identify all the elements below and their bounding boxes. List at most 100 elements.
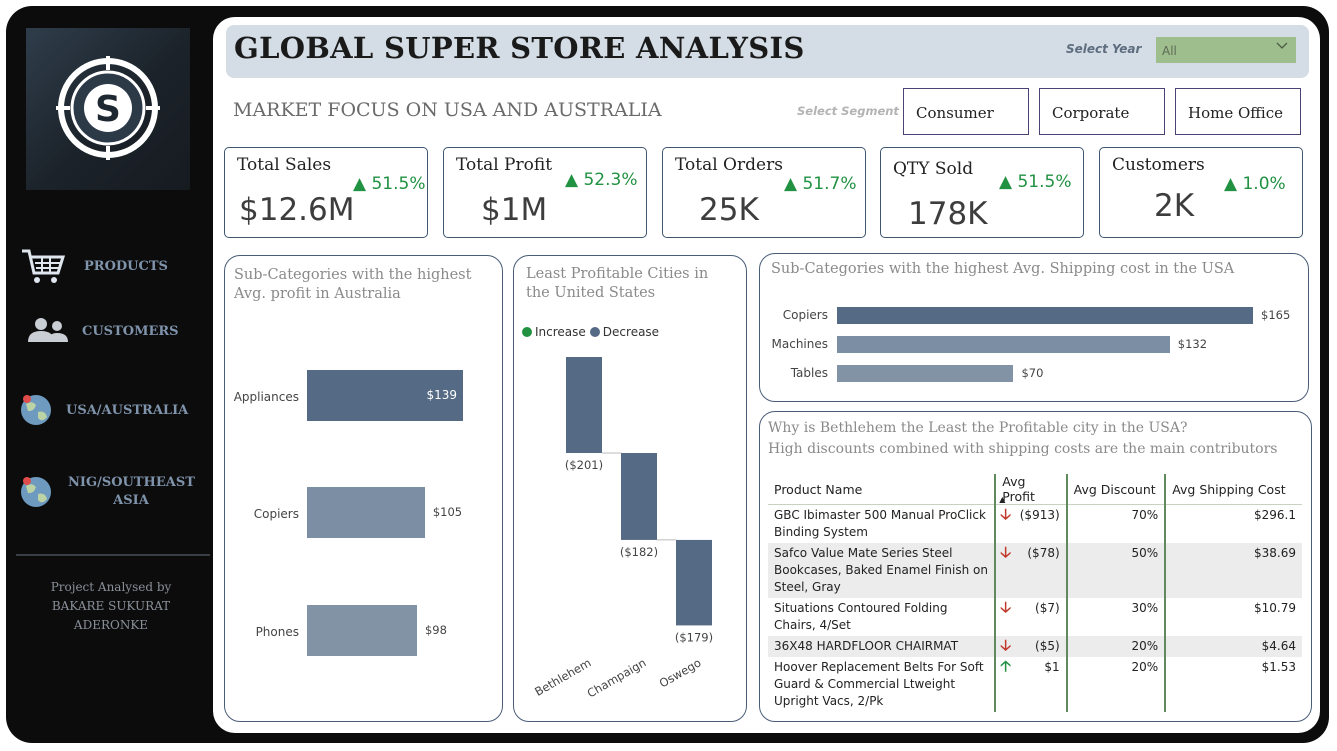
chart-waterfall: ($201) Bethlehem ($182) Champaign ($179) Oswe… [532,356,713,700]
chart-title: Sub-Categories with the highest Avg. pro… [234,267,472,302]
nav-customers[interactable]: CUSTOMERS [26,316,179,346]
avg-profit-value: $1 [1044,660,1060,674]
segment-home-office-button[interactable]: Home Office [1175,88,1301,135]
table-row[interactable]: Safco Value Mate Series Steel Bookcases,… [768,543,1302,598]
chart-legend: Increase Decrease [522,325,659,339]
nav-usa-australia-label: USA/AUSTRALIA [66,402,189,418]
avg-shipping-cost-cell: $38.69 [1165,543,1302,598]
avg-shipping-cost-cell: $1.53 [1261,660,1296,674]
table-row[interactable]: GBC Ibimaster 500 Manual ProClick Bindin… [768,504,1302,543]
kpi-card-total-sales: Total Sales ▲ 51.5% $12.6M [224,147,428,238]
bar[interactable] [837,336,1170,353]
col-header-avg-shipping-cost[interactable]: Avg Shipping Cost [1165,474,1302,505]
segment-corporate-button[interactable]: Corporate [1039,88,1165,135]
data-label: ($182) [619,544,657,558]
col-header-avg-discount[interactable]: Avg Discount [1066,474,1167,505]
kpi-value: $1M [481,192,548,228]
nav-products[interactable]: PRODUCTS [20,246,168,286]
store-logo: S [26,28,190,190]
avg-discount-cell: 50% [1066,543,1167,598]
header-bar: GLOBAL SUPER STORE ANALYSIS Select Year … [226,25,1309,78]
kpi-delta-value: 51.7% [802,174,857,194]
category-label: Champaign [584,655,648,700]
table-row[interactable]: Situations Contoured Folding Chairs, 4/S… [768,598,1302,636]
main-canvas: GLOBAL SUPER STORE ANALYSIS Select Year … [213,17,1320,733]
data-label: $139 [426,388,457,402]
data-label: $165 [1261,308,1291,322]
category-label: Machines [771,337,828,351]
credit-line-3: ADERONKE [73,618,149,632]
bar[interactable] [307,605,417,656]
category-label: Copiers [253,507,299,521]
avg-profit-value: ($913) [1019,508,1060,522]
avg-discount-cell: 70% [1066,504,1167,543]
waterfall-bar[interactable] [565,356,602,453]
kpi-card-total-orders: Total Orders ▲ 51.7% 25K [662,147,866,238]
category-label: Oswego [656,655,703,690]
page-title: GLOBAL SUPER STORE ANALYSIS [234,31,805,65]
table-row[interactable]: Hoover Replacement Belts For Soft Guard … [768,657,1302,712]
kpi-delta-value: 51.5% [371,174,426,194]
kpi-delta-value: 51.5% [1017,172,1072,192]
kpi-title: Customers [1112,155,1205,175]
product-name-cell: Safco Value Mate Series Steel Bookcases,… [768,543,997,598]
sort-descending-icon: ▲ [999,495,1006,504]
avg-shipping-cost-cell: $4.64 [1165,636,1302,657]
kpi-title: Total Sales [237,155,332,175]
up-arrow-icon: ▲ [1224,174,1243,194]
bar[interactable] [307,487,425,538]
avg-shipping-cost-cell: $296.1 [1254,508,1296,522]
product-name-cell: Hoover Replacement Belts For Soft Guard … [768,657,997,712]
kpi-title: Total Orders [675,155,783,175]
kpi-delta-value: 1.0% [1242,174,1286,194]
sidebar-divider [16,554,210,556]
up-arrow-icon: ▲ [999,172,1018,192]
panel-least-profitable-cities: Least Profitable Cities in the United St… [513,255,747,722]
category-label: Phones [255,625,299,639]
kpi-title: QTY Sold [893,159,974,179]
nav-nig-southeast-asia-label: NIG/SOUTHEAST ASIA [68,475,195,508]
arrow-down-icon: 🡣 [1000,636,1012,654]
bar[interactable] [837,307,1253,324]
col-header-avg-profit[interactable]: Avg Profit ▲ [995,474,1068,505]
chart-title: Least Profitable Cities in the United St… [526,266,709,301]
kpi-delta: ▲ 51.7% [784,174,857,194]
data-label: ($179) [674,630,712,644]
table-row[interactable]: 36X48 HARDFLOOR CHAIRMAT 🡣 ($5) 20% $4.64 [768,636,1302,657]
category-label: Copiers [782,308,828,322]
bar[interactable] [307,370,463,421]
avg-profit-cell: 🡡 $1 [995,657,1068,712]
data-label: $98 [424,623,447,637]
nav-products-label: PRODUCTS [84,258,168,274]
kpi-delta: ▲ 51.5% [999,172,1072,192]
kpi-value: 178K [908,196,988,232]
sidebar: S PRODUCTS CUSTOMERS USA/AUSTRALIA [6,6,212,743]
nav-usa-australia[interactable]: USA/AUSTRALIA [18,392,188,428]
up-arrow-icon: ▲ [784,174,803,194]
kpi-card-qty-sold: QTY Sold ▲ 51.5% 178K [880,147,1084,238]
arrow-up-icon: 🡡 [1000,657,1012,675]
col-header-product-name[interactable]: Product Name [768,474,997,505]
nav-nig-southeast-asia[interactable]: NIG/SOUTHEAST ASIA [18,474,195,510]
avg-profit-value: ($7) [1035,601,1060,615]
people-icon [28,318,68,342]
nav-customers-label: CUSTOMERS [82,323,179,339]
credit-line-2: BAKARE SUKURAT [51,599,171,613]
year-dropdown[interactable]: All [1156,37,1296,63]
svg-text:S: S [95,89,121,130]
kpi-card-total-profit: Total Profit ▲ 52.3% $1M [443,147,647,238]
kpi-delta-value: 52.3% [583,170,638,190]
bar[interactable] [837,365,1014,382]
project-credit: Project Analysed by BAKARE SUKURAT ADERO… [26,578,196,635]
kpi-delta: ▲ 1.0% [1224,174,1286,194]
panel-avg-profit-australia: Sub-Categories with the highest Avg. pro… [224,255,503,722]
target-dollar-icon: S [56,56,160,160]
segment-consumer-button[interactable]: Consumer [903,88,1029,135]
legend-increase-marker [522,327,532,337]
legend-decrease-label: Decrease [602,325,660,339]
data-label: $70 [1021,366,1044,380]
kpi-value: 25K [699,192,759,228]
waterfall-bar[interactable] [620,452,657,540]
legend-increase-label: Increase [535,325,586,339]
waterfall-bar[interactable] [675,539,712,625]
